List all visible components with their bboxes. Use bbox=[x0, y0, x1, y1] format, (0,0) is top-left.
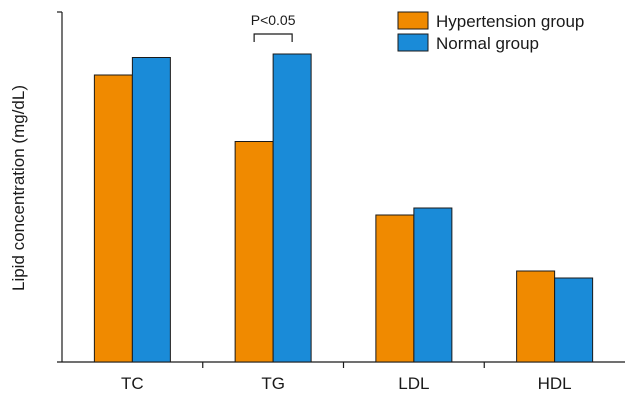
annotations: P<0.05 bbox=[251, 12, 296, 42]
x-tick-label-ldl: LDL bbox=[398, 374, 429, 393]
x-tick-label-tg: TG bbox=[261, 374, 285, 393]
legend-swatch-normal bbox=[397, 33, 429, 52]
bar-tc-hypertension bbox=[93, 74, 133, 363]
bar-tc-normal bbox=[131, 57, 171, 363]
legend: Hypertension group Normal group bbox=[397, 11, 584, 53]
significance-label: P<0.05 bbox=[251, 12, 296, 28]
legend-label-hypertension: Hypertension group bbox=[436, 12, 584, 31]
bars bbox=[93, 53, 594, 363]
bar-tg-normal bbox=[272, 53, 312, 363]
significance-bracket bbox=[253, 33, 293, 42]
bar-hdl-hypertension bbox=[516, 270, 556, 363]
bar-tg-hypertension bbox=[234, 141, 274, 363]
y-axis-label: Lipid concentration (mg/dL) bbox=[9, 85, 28, 291]
bar-ldl-hypertension bbox=[375, 214, 415, 363]
legend-label-normal: Normal group bbox=[436, 34, 539, 53]
x-tick-label-tc: TC bbox=[121, 374, 144, 393]
x-axis-ticks: TC TG LDL HDL bbox=[121, 362, 572, 393]
bar-ldl-normal bbox=[413, 207, 453, 363]
bar-hdl-normal bbox=[554, 277, 594, 363]
legend-swatch-hypertension bbox=[397, 11, 429, 30]
x-tick-label-hdl: HDL bbox=[538, 374, 572, 393]
